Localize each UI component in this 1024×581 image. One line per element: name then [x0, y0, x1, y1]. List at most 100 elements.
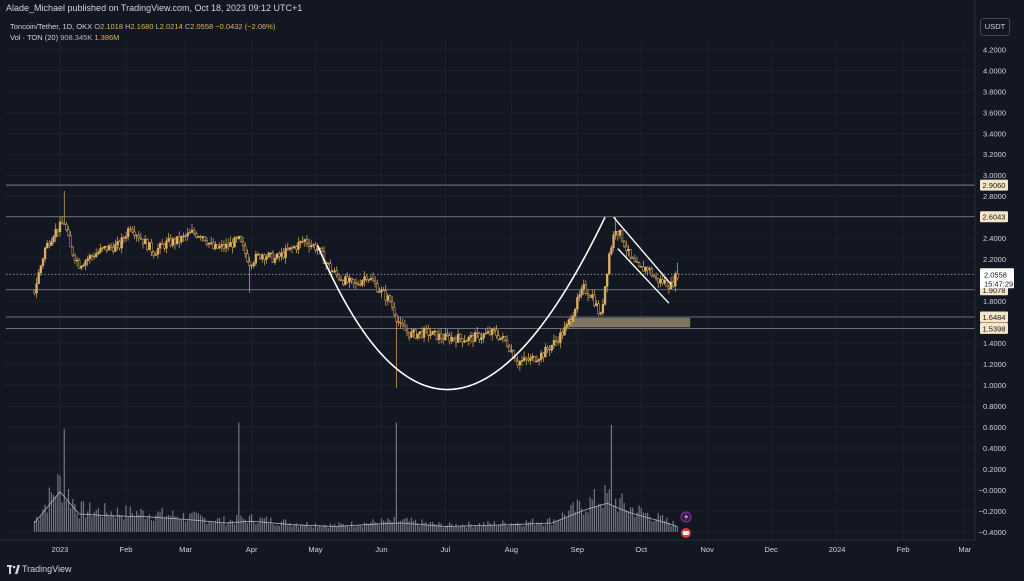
volume-bar	[187, 519, 189, 532]
volume-bar	[244, 519, 246, 532]
volume-bar	[410, 517, 412, 532]
candle-body	[529, 357, 532, 361]
volume-bar	[131, 513, 133, 532]
volume-bar	[551, 525, 553, 532]
volume-bar	[53, 494, 55, 532]
candle-body	[276, 253, 279, 259]
candle-body	[448, 335, 451, 342]
volume-bar	[91, 516, 93, 532]
volume-bar	[676, 526, 679, 532]
volume-bar	[80, 501, 82, 532]
candle-body	[350, 277, 353, 280]
candle-body	[171, 238, 174, 246]
price-tick-label: 2.2000	[983, 255, 1006, 264]
volume-bar	[440, 523, 442, 532]
volume-bar	[585, 511, 587, 532]
candle-body	[299, 240, 302, 243]
price-tick-label: 0.4000	[983, 444, 1006, 453]
candle-body	[478, 333, 481, 340]
candle-body	[329, 263, 332, 272]
level-label: 2.6043	[980, 211, 1008, 223]
candle-body	[652, 275, 656, 278]
candle-body	[33, 290, 36, 294]
candle-body	[399, 322, 402, 324]
volume-bar	[329, 523, 331, 532]
volume-bar	[546, 518, 549, 532]
time-tick-label: Sep	[571, 545, 584, 554]
candle-body	[67, 229, 70, 236]
volume-bar	[174, 516, 176, 532]
volume-bar	[417, 523, 419, 532]
candle-body	[150, 242, 153, 253]
volume-bar	[478, 523, 481, 532]
candle-body	[120, 237, 123, 249]
candle-body	[633, 258, 636, 263]
volume-bar	[468, 521, 470, 532]
candle-body	[109, 245, 113, 248]
volume-bar	[72, 499, 74, 532]
candle-body	[435, 330, 438, 340]
volume-bar	[197, 513, 199, 532]
volume-bar	[578, 501, 581, 532]
volume-bar	[455, 523, 457, 532]
candle-body	[105, 245, 108, 251]
volume-bar	[46, 512, 48, 532]
candle-body	[197, 236, 200, 238]
candle-body	[669, 281, 673, 289]
volume-bar	[453, 527, 455, 532]
volume-bar	[344, 525, 346, 532]
volume-bar	[425, 522, 427, 532]
volume-bar	[202, 516, 204, 532]
candle-body	[263, 254, 266, 260]
volume-bar	[632, 507, 634, 532]
candle-body	[369, 278, 372, 280]
volume-bar	[121, 514, 123, 532]
volume-bar	[78, 518, 80, 532]
candle-body	[550, 345, 553, 351]
candle-body	[282, 252, 285, 258]
candle-body	[63, 223, 66, 225]
candle-body	[237, 236, 240, 239]
price-tick-label: 4.0000	[983, 66, 1006, 75]
volume-bar	[459, 526, 461, 532]
candle-body	[599, 312, 602, 315]
candle-body	[175, 236, 179, 244]
volume-bar	[536, 522, 538, 532]
candle-body	[154, 253, 157, 256]
candle-body	[488, 331, 492, 335]
volume-bar	[404, 518, 406, 532]
candle-body	[388, 295, 392, 302]
price-tick-label: 0.2000	[983, 465, 1006, 474]
candle-body	[546, 347, 549, 350]
volume-bar	[461, 524, 463, 532]
candle-body	[280, 252, 283, 257]
candle-body	[258, 253, 262, 260]
level-label: 2.9060	[980, 179, 1008, 191]
candle-body	[212, 242, 215, 249]
candle-body	[508, 345, 511, 352]
candle-body	[580, 288, 583, 296]
low-label: L	[155, 22, 160, 31]
volume-bar	[225, 525, 227, 532]
volume-bar	[442, 527, 444, 532]
volume-bar	[370, 522, 372, 532]
volume-bar	[485, 525, 487, 532]
candle-body	[616, 231, 619, 236]
volume-bar	[491, 524, 493, 532]
candle-body	[186, 232, 189, 237]
volume-bar	[104, 503, 106, 532]
volume-bar	[295, 523, 297, 532]
candle-body	[73, 254, 77, 261]
volume-bar	[110, 511, 112, 532]
candle-body	[158, 243, 162, 249]
price-chart[interactable]: 4.2000 4.0000 3.8000 3.6000 3.4000 3.2000 3.00…	[0, 0, 1024, 560]
volume-bar	[289, 522, 291, 532]
volume-bar	[334, 523, 336, 532]
candle-body	[252, 262, 255, 266]
currency-button[interactable]: USDT	[980, 18, 1010, 36]
candle-body	[591, 294, 594, 298]
volume-bar	[146, 517, 148, 532]
volume-bar	[457, 526, 459, 532]
candle-body	[414, 329, 417, 339]
price-tick-label: 3.6000	[983, 108, 1006, 117]
